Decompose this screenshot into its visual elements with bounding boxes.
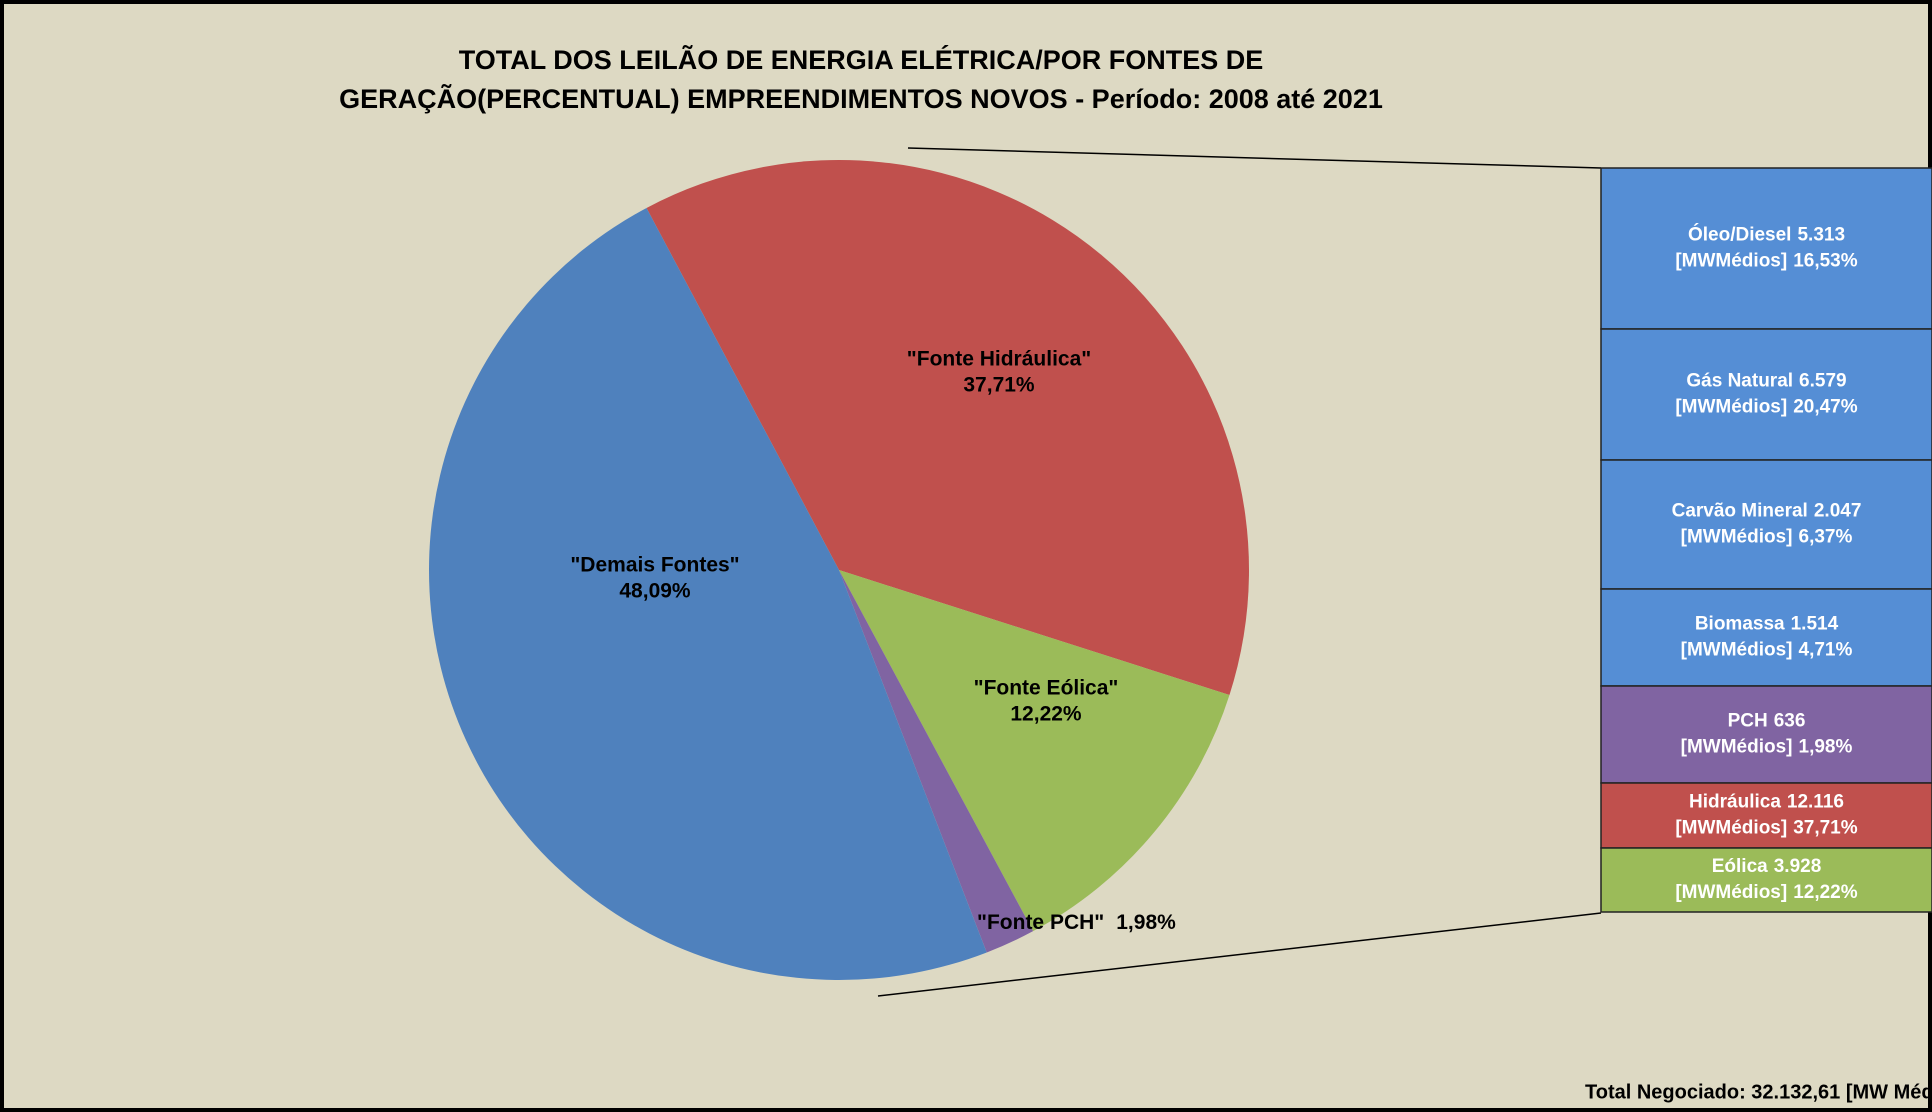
breakdown-name: Óleo/Diesel — [1688, 224, 1792, 246]
breakdown-name: Gás Natural — [1686, 371, 1793, 392]
breakdown-label: PCH 636 — [1728, 711, 1806, 732]
breakdown-amount: 5.313 — [1797, 225, 1845, 246]
breakdown-label: Biomassa 1.514 — [1695, 614, 1839, 635]
breakdown-percent: 20,47% — [1793, 397, 1858, 418]
breakdown-amount: 12.116 — [1787, 792, 1844, 813]
chart-title: TOTAL DOS LEILÃO DE ENERGIA ELÉTRICA/POR… — [459, 44, 1264, 75]
breakdown-amount: 3.928 — [1774, 856, 1822, 877]
breakdown-name: Biomassa — [1695, 614, 1785, 635]
breakdown-box — [1600, 328, 1932, 461]
breakdown-label: [MWMédios] 12,22% — [1675, 882, 1857, 903]
chart-title: GERAÇÃO(PERCENTUAL) EMPREENDIMENTOS NOVO… — [339, 83, 1383, 114]
breakdown-box — [1600, 685, 1932, 784]
breakdown-label: Carvão Mineral 2.047 — [1672, 501, 1862, 522]
breakdown-percent: 6,37% — [1799, 527, 1853, 548]
breakdown-percent: 12,22% — [1793, 882, 1858, 903]
breakdown-percent: 16,53% — [1793, 251, 1858, 272]
slice-value-label: 37,71% — [963, 374, 1035, 397]
breakdown-amount: 1.514 — [1791, 614, 1839, 635]
breakdown-name: Carvão Mineral — [1672, 501, 1808, 522]
breakdown-unit: [MWMédios] — [1681, 737, 1793, 758]
breakdown-label: [MWMédios] 37,71% — [1675, 818, 1857, 839]
breakdown-name: PCH — [1728, 711, 1768, 732]
breakdown-percent: 37,71% — [1793, 818, 1858, 839]
slice-value-label: 48,09% — [619, 580, 691, 603]
breakdown-label: Hidráulica 12.116 — [1689, 792, 1844, 813]
breakdown-amount: 2.047 — [1814, 501, 1862, 522]
breakdown-label: [MWMédios] 4,71% — [1681, 640, 1853, 661]
connector-line — [907, 147, 1602, 169]
breakdown-name: Hidráulica — [1689, 792, 1781, 813]
breakdown-label: Óleo/Diesel 5.313 — [1688, 224, 1845, 246]
breakdown-unit: [MWMédios] — [1681, 527, 1793, 548]
breakdown-box — [1600, 847, 1932, 913]
pie-slice — [646, 159, 1249, 696]
slice-label: "Fonte Eólica" — [974, 677, 1119, 700]
breakdown-unit: [MWMédios] — [1675, 397, 1787, 418]
pie-slice — [839, 570, 1230, 932]
breakdown-unit: [MWMédios] — [1675, 251, 1787, 272]
breakdown-name: Eólica — [1712, 856, 1768, 877]
breakdown-unit: [MWMédios] — [1675, 882, 1787, 903]
breakdown-percent: 1,98% — [1799, 737, 1853, 758]
breakdown-amount: 6.579 — [1799, 371, 1847, 392]
slice-label-name: "Fonte PCH" — [977, 911, 1104, 934]
connector-line — [877, 912, 1602, 997]
breakdown-box — [1600, 167, 1932, 330]
breakdown-amount: 636 — [1774, 711, 1806, 732]
breakdown-label: [MWMédios] 20,47% — [1675, 397, 1857, 418]
slice-label: "Fonte Hidráulica" — [907, 348, 1091, 371]
breakdown-label: Eólica 3.928 — [1712, 856, 1822, 877]
breakdown-percent: 4,71% — [1799, 640, 1853, 661]
breakdown-box — [1600, 459, 1932, 590]
slice-value-label: 1,98% — [1116, 911, 1176, 934]
slice-value-label: 12,22% — [1010, 703, 1082, 726]
breakdown-label: [MWMédios] 6,37% — [1681, 527, 1853, 548]
pie-slice — [428, 207, 987, 981]
breakdown-label: [MWMédios] 1,98% — [1681, 737, 1853, 758]
breakdown-label: Gás Natural 6.579 — [1686, 371, 1846, 392]
breakdown-label: [MWMédios] 16,53% — [1675, 251, 1857, 272]
pie-slice — [839, 570, 1034, 953]
breakdown-box — [1600, 782, 1932, 849]
breakdown-unit: [MWMédios] — [1675, 818, 1787, 839]
breakdown-unit: [MWMédios] — [1681, 640, 1793, 661]
footnote: Total Negociado: 32.132,61 [MW Médios] — [1585, 1081, 1932, 1103]
slice-label: "Fonte PCH" 1,98% — [977, 911, 1176, 934]
slice-label: "Demais Fontes" — [570, 554, 739, 577]
breakdown-box — [1600, 588, 1932, 687]
